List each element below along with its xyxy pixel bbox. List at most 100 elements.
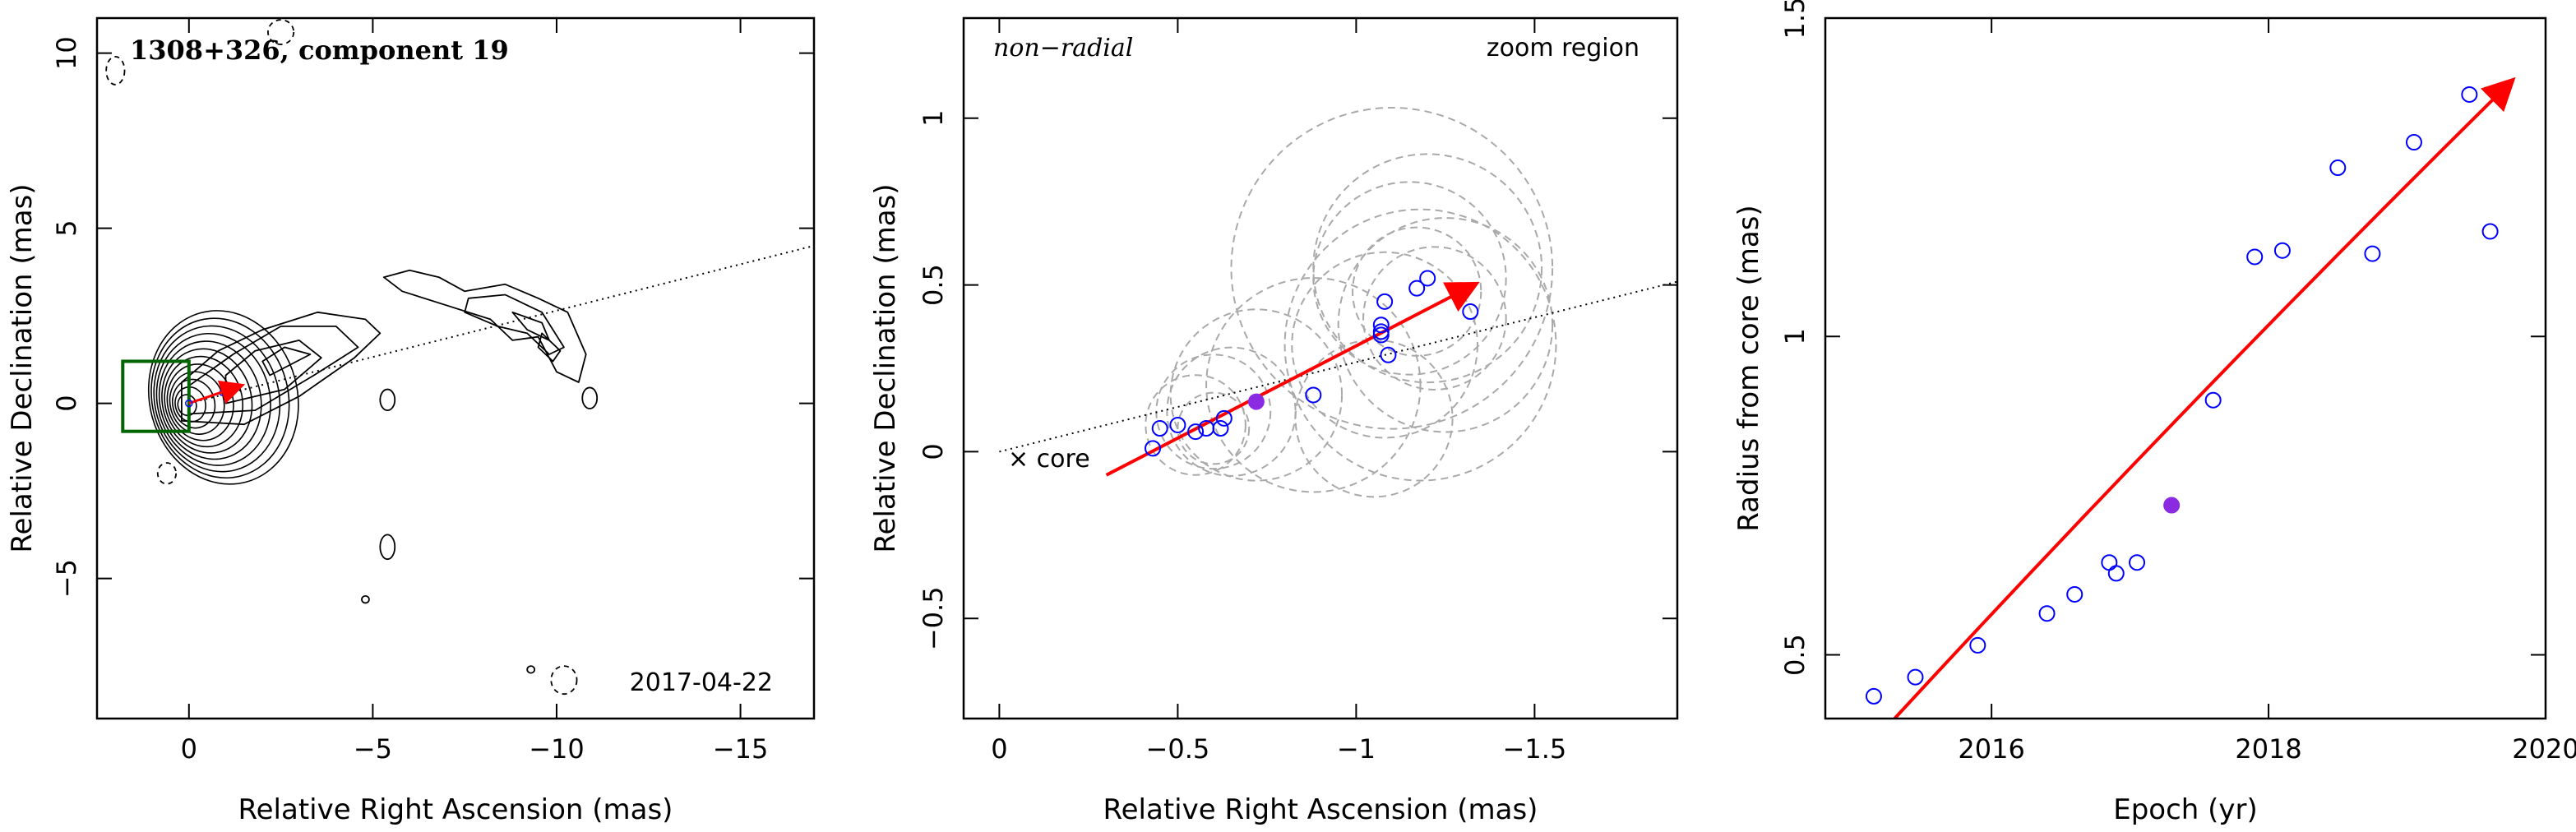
panel2-xtick-label: −1.5 — [1503, 733, 1567, 765]
panel2-xlabel: Relative Right Ascension (mas) — [1103, 793, 1538, 826]
panel1-xtick-label: −15 — [713, 733, 769, 765]
position-point — [1462, 303, 1479, 321]
radius-point — [2066, 585, 2083, 603]
component-size-circle — [1230, 106, 1554, 430]
negative-contour — [105, 55, 126, 86]
position-point — [1169, 416, 1186, 433]
panel2-frame — [962, 16, 1679, 720]
radius-point — [2038, 605, 2056, 622]
position-point — [1419, 270, 1436, 287]
panel1-frame — [95, 16, 816, 720]
radius-point — [2405, 134, 2422, 151]
contour-plot-area — [105, 19, 814, 696]
radius-point — [2273, 242, 2291, 259]
panel1-xlabel: Relative Right Ascension (mas) — [238, 793, 673, 826]
panel1-ytick-label: 5 — [51, 220, 82, 236]
component-size-circle — [1145, 374, 1246, 476]
jet-contour — [537, 332, 562, 363]
jet-contour — [382, 269, 587, 383]
position-point — [1145, 440, 1162, 457]
panel2-annotation: non−radial — [993, 34, 1133, 62]
panel2-xtick-label: 0 — [991, 733, 1007, 765]
radius-point — [2101, 554, 2118, 571]
radius-point — [2481, 223, 2499, 240]
radius-point — [2129, 554, 2146, 571]
isolated-contour — [361, 594, 370, 604]
panel1-ytick-label: −5 — [51, 559, 82, 598]
panel3-ytick-label: 1 — [1779, 328, 1811, 344]
component-size-circle — [1312, 153, 1543, 384]
zoom-box — [121, 359, 191, 433]
component-size-circle — [1155, 354, 1272, 470]
core-contour — [155, 332, 271, 466]
radius-point — [2461, 86, 2478, 103]
radius-point-filled — [2163, 497, 2181, 514]
radius-point — [1969, 636, 1986, 654]
isolated-contour — [379, 534, 396, 561]
position-point — [1212, 420, 1229, 437]
panel-radius-vs-epoch: 2016 2018 2020 0.5 1 1.5 Epoch (yr) Radius fr… — [1732, 0, 2576, 826]
core-contour — [158, 340, 262, 460]
radius-point — [2364, 245, 2381, 262]
panel2-ytick-label: −0.5 — [918, 586, 949, 650]
panel3-ytick-label: 0.5 — [1779, 634, 1811, 676]
motion-arrow — [1105, 281, 1480, 477]
position-point — [1151, 420, 1168, 437]
panel2-xtick-label: −0.5 — [1146, 733, 1210, 765]
panel1-ytick-label: 10 — [51, 36, 82, 70]
position-point — [1372, 323, 1390, 340]
position-point — [1215, 409, 1233, 427]
jet-contour — [464, 294, 565, 355]
core-contour — [147, 310, 299, 485]
component-size-circle — [1205, 277, 1422, 493]
panel3-frame — [1824, 16, 2547, 720]
panel2-ytick-label: 1 — [918, 110, 949, 127]
jet-contour — [261, 346, 312, 377]
panel-contour-map: 0 −5 −10 −15 −5 0 5 10 1308+326, component 19 2… — [6, 16, 816, 826]
jet-contour — [187, 326, 359, 415]
radius-point — [1865, 687, 1882, 705]
negative-contour — [550, 665, 578, 696]
zoom-plot-area — [999, 106, 1677, 498]
component-size-circle — [1362, 246, 1507, 391]
panel3-xtick-label: 2018 — [2235, 733, 2301, 765]
radius-point — [2204, 391, 2222, 409]
panel1-ytick-label: 0 — [51, 395, 82, 411]
panel1-ylabel: Relative Declination (mas) — [6, 183, 39, 552]
core-contour — [153, 325, 281, 473]
position-point-filled — [1247, 393, 1265, 410]
panel1-title: 1308+326, component 19 — [130, 35, 509, 66]
panel1-xtick-label: −10 — [529, 733, 585, 765]
radius-point — [2107, 565, 2125, 582]
radius-plot-area — [1865, 76, 2516, 719]
component-size-circle — [1337, 217, 1554, 433]
position-point — [1380, 346, 1397, 363]
component-size-circle — [1312, 181, 1507, 376]
isolated-contour — [379, 388, 396, 412]
panel2-ylabel: Relative Declination (mas) — [869, 183, 902, 552]
jet-axis-line — [188, 244, 814, 404]
position-point — [1408, 280, 1426, 297]
component-size-circle — [1283, 208, 1557, 482]
radius-point — [1907, 668, 1924, 686]
panel2-ytick-label: 0.5 — [918, 264, 949, 306]
jet-axis-line — [999, 280, 1677, 453]
panel2-ytick-label: 0 — [918, 443, 949, 460]
position-point — [1376, 293, 1394, 310]
panel3-xlabel: Epoch (yr) — [2113, 793, 2258, 826]
radius-point — [2329, 159, 2347, 177]
panel3-xtick-label: 2016 — [1958, 733, 2024, 765]
panel2-zoom-label: zoom region — [1487, 34, 1639, 62]
jet-contour — [181, 311, 382, 426]
panel2-xtick-label: −1 — [1337, 733, 1376, 765]
component-size-circle — [1169, 308, 1343, 482]
panel3-ticks: 2016 2018 2020 0.5 1 1.5 — [1779, 0, 2576, 765]
component-size-circle — [1352, 226, 1482, 357]
isolated-contour — [526, 665, 536, 674]
negative-contour — [156, 462, 178, 485]
panel1-ticks: 0 −5 −10 −15 −5 0 5 10 — [51, 18, 814, 765]
position-point — [1305, 386, 1322, 404]
panel1-xtick-label: −5 — [354, 733, 392, 765]
motion-arrow — [188, 380, 246, 405]
